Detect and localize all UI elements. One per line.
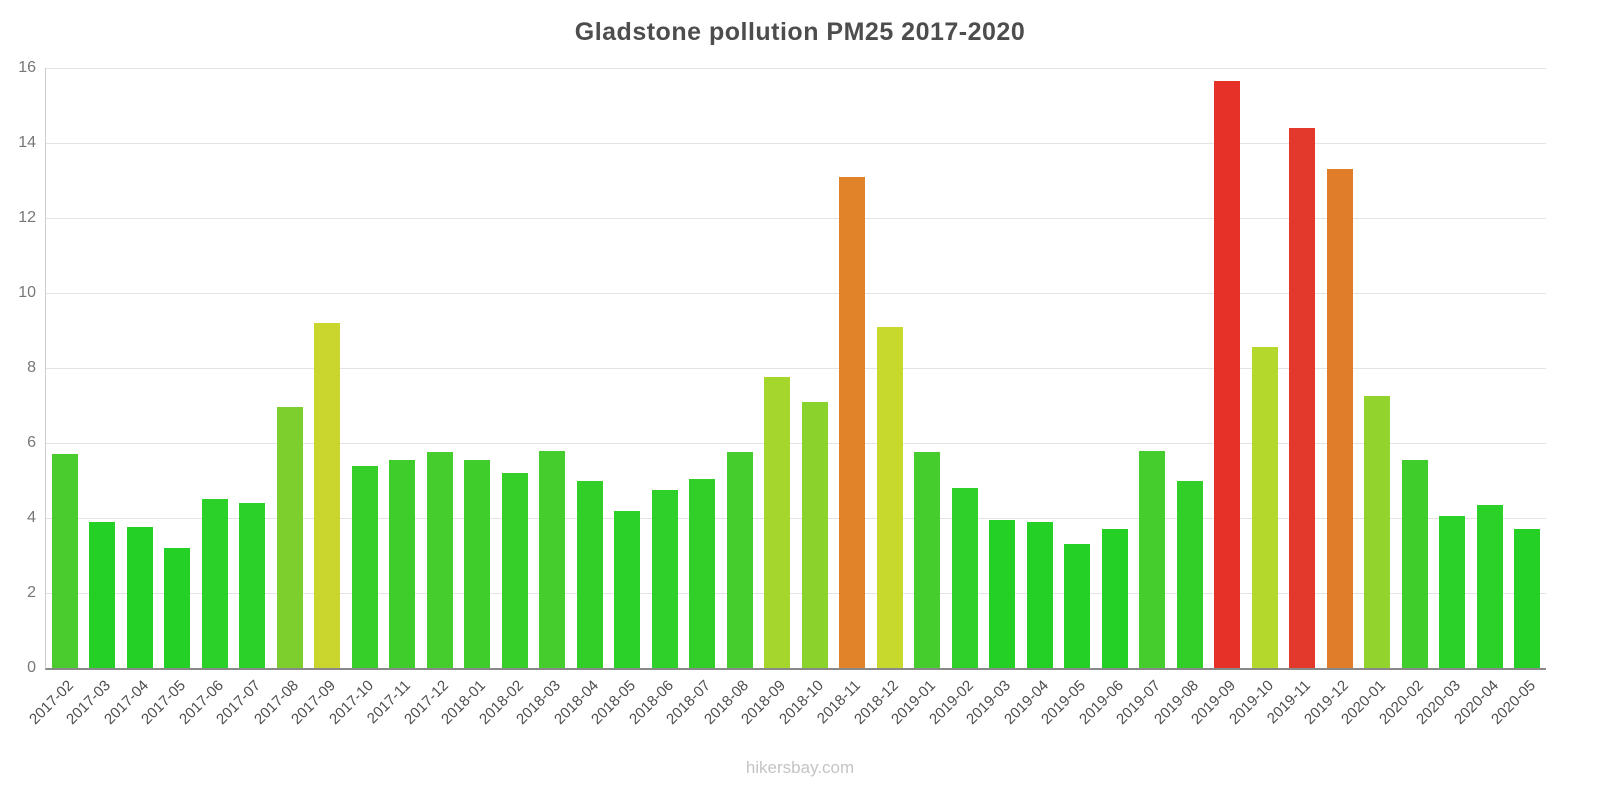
bar-2019-08	[1176, 480, 1203, 668]
y-axis-tick-label: 12	[18, 209, 36, 226]
bar-2018-08	[726, 452, 753, 668]
watermark: hikersbay.com	[745, 758, 855, 777]
y-axis-tick-label: 4	[27, 509, 36, 526]
bar-2019-03	[989, 519, 1016, 668]
bar-2017-03	[89, 521, 116, 668]
bar-2020-04	[1476, 504, 1503, 668]
y-axis-tick-label: 6	[27, 434, 36, 451]
bar-2019-09	[1214, 81, 1241, 668]
bar-2018-04	[576, 480, 603, 668]
y-axis-tick-label: 0	[27, 659, 36, 676]
bar-2018-10	[801, 401, 828, 668]
bar-2017-02	[51, 454, 78, 668]
bar-2018-07	[689, 478, 716, 668]
bar-2020-01	[1364, 396, 1391, 668]
bar-2017-10	[351, 465, 378, 668]
bar-2020-05	[1514, 529, 1541, 668]
bar-2019-12	[1326, 169, 1353, 668]
bar-2018-11	[839, 176, 866, 668]
y-axis-tick-label: 16	[18, 59, 36, 76]
bar-2017-06	[201, 499, 228, 668]
bar-2017-11	[389, 459, 416, 668]
bar-2017-05	[164, 548, 191, 668]
y-axis-tick-label: 14	[18, 134, 36, 151]
y-axis-tick-label: 10	[18, 284, 36, 301]
bar-2020-03	[1439, 516, 1466, 668]
y-axis-tick-label: 2	[27, 584, 36, 601]
bar-2018-09	[764, 377, 791, 668]
bar-2019-05	[1064, 544, 1091, 668]
bar-2019-07	[1139, 450, 1166, 668]
bar-2018-03	[539, 450, 566, 668]
bar-2018-06	[651, 489, 678, 668]
plot-area: 0 2 4 6 8 10 12 14 16 2017-02 2017-03 2017-04 2017-0…	[18, 59, 1546, 728]
bar-2017-04	[126, 527, 153, 668]
bar-2017-08	[276, 407, 303, 668]
gridline	[46, 293, 1546, 294]
gridline	[46, 68, 1546, 69]
bar-2017-12	[426, 452, 453, 668]
bar-2019-02	[951, 488, 978, 668]
gridline	[46, 443, 1546, 444]
gridline	[46, 518, 1546, 519]
gridline	[46, 143, 1546, 144]
bar-2018-01	[464, 459, 491, 668]
gridline	[46, 218, 1546, 219]
bar-2019-11	[1289, 128, 1316, 668]
bar-2019-01	[914, 452, 941, 668]
bar-2018-12	[876, 326, 903, 668]
bar-2019-10	[1251, 347, 1278, 668]
bar-2018-05	[614, 510, 641, 668]
bar-2019-04	[1026, 521, 1053, 668]
bar-2019-06	[1101, 529, 1128, 668]
bar-2020-02	[1401, 459, 1428, 668]
bar-2017-09	[314, 323, 341, 668]
bar-2018-02	[501, 473, 528, 668]
bar-2017-07	[239, 503, 266, 668]
chart-title: Gladstone pollution PM25 2017-2020	[574, 18, 1026, 46]
gridline	[46, 593, 1546, 594]
gridline	[46, 368, 1546, 369]
y-axis-tick-label: 8	[27, 359, 36, 376]
